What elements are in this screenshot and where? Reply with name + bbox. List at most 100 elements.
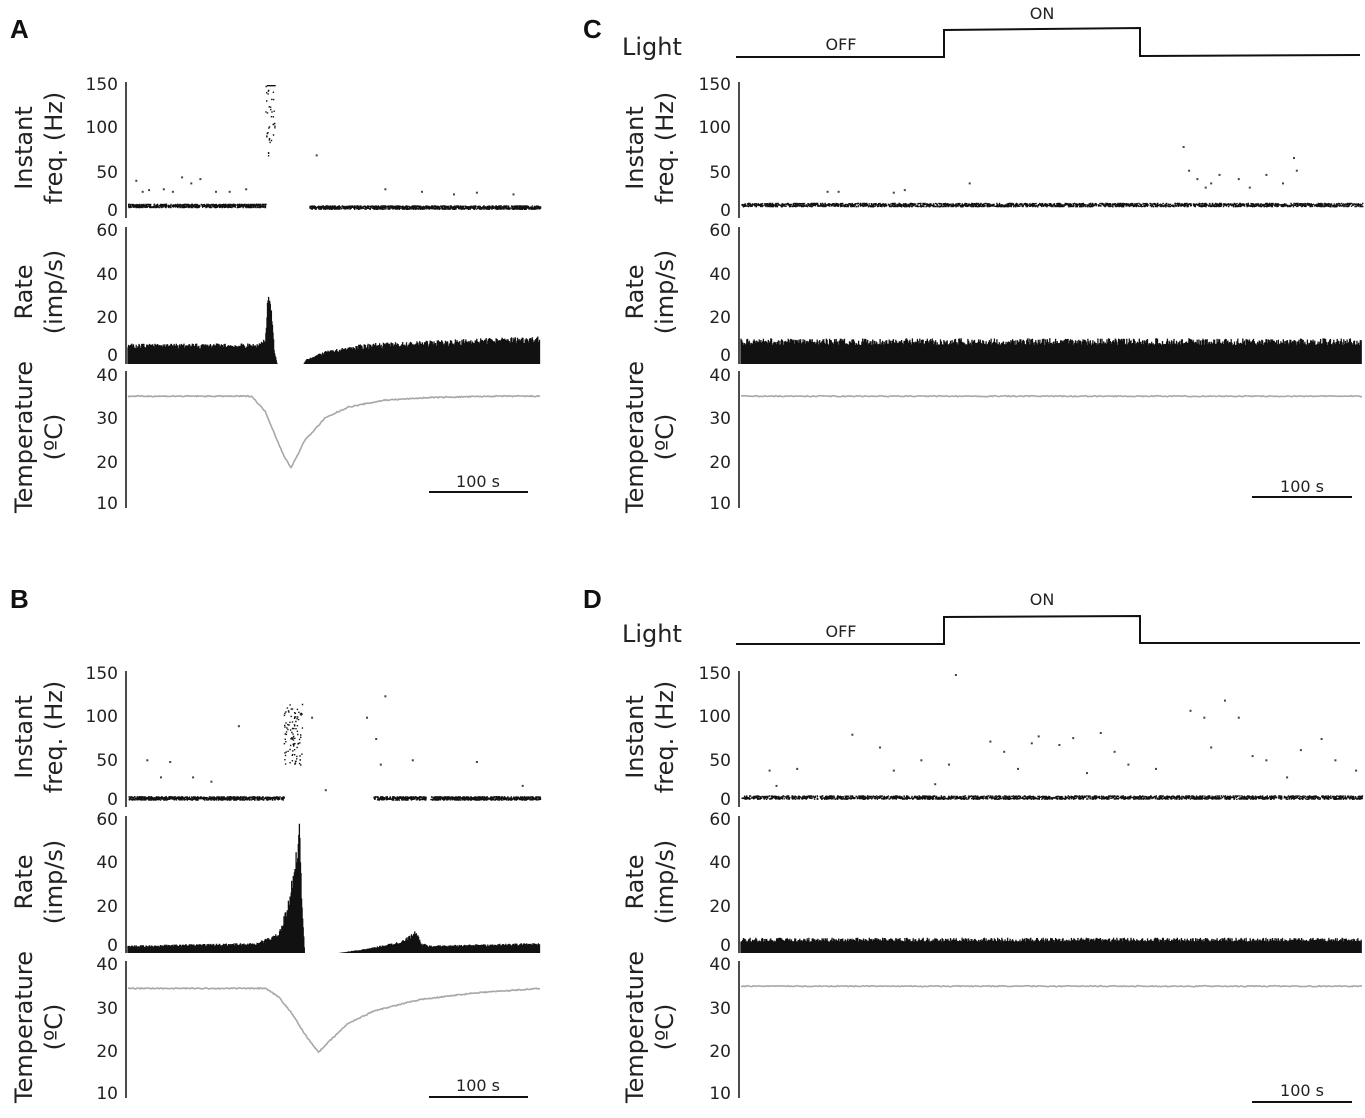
rate-label-line2: (imp/s) xyxy=(651,840,679,925)
rate-ticks: 0 20 40 60 xyxy=(96,810,118,956)
freq-point xyxy=(421,190,423,193)
rate-tick-label: 40 xyxy=(709,853,731,873)
freq-point xyxy=(1355,769,1358,772)
rate-tick-label: 60 xyxy=(709,221,731,241)
freq-point xyxy=(1265,759,1268,762)
freq-point xyxy=(1017,767,1019,770)
freq-point xyxy=(1127,763,1130,766)
rate-tick-label: 40 xyxy=(96,265,118,285)
freq-point xyxy=(1210,746,1213,749)
rate-label-line1: Rate xyxy=(621,854,649,909)
freq-point xyxy=(453,193,455,196)
freq-point xyxy=(375,738,378,740)
rate-histogram xyxy=(740,937,1362,953)
freq-tick-label: 50 xyxy=(96,751,118,771)
freq-point xyxy=(141,190,144,193)
panel-letter-d: D xyxy=(583,584,602,614)
freq-tick-label: 0 xyxy=(720,790,731,810)
freq-point xyxy=(181,176,184,179)
temperature-trace xyxy=(127,986,541,1054)
freq-scatter xyxy=(128,695,542,801)
freq-point xyxy=(1182,146,1185,148)
light-on-label: ON xyxy=(1030,4,1055,23)
temp-tick-label: 20 xyxy=(96,1042,118,1062)
freq-point xyxy=(1189,709,1192,712)
freq-dot-cluster xyxy=(128,796,285,801)
rate-label-line2: (imp/s) xyxy=(40,250,68,335)
freq-label-line2: freq. (Hz) xyxy=(40,681,68,793)
freq-point xyxy=(475,191,478,194)
freq-point xyxy=(1086,772,1088,775)
freq-point xyxy=(210,780,213,783)
freq-point xyxy=(1334,759,1337,762)
rate-tick-label: 20 xyxy=(709,308,731,328)
freq-point xyxy=(146,759,149,762)
panel-a-data xyxy=(127,85,542,469)
temp-tick-label: 10 xyxy=(96,494,118,514)
freq-point xyxy=(1248,186,1251,189)
rate-tick-label: 40 xyxy=(96,853,118,873)
freq-point xyxy=(411,759,414,762)
freq-point xyxy=(1218,173,1221,176)
rate-ticks: 0 20 40 60 xyxy=(709,221,731,366)
freq-tick-label: 0 xyxy=(107,201,118,221)
panel-letter-a: A xyxy=(10,14,29,44)
freq-label-line2: freq. (Hz) xyxy=(40,92,68,204)
freq-point xyxy=(948,763,950,766)
temp-tick-label: 30 xyxy=(709,999,731,1019)
freq-point xyxy=(521,784,524,787)
rate-histogram xyxy=(740,338,1362,364)
freq-point xyxy=(1210,182,1213,185)
rate-label-line1: Rate xyxy=(10,854,38,909)
freq-label-line2: freq. (Hz) xyxy=(651,681,679,793)
freq-point xyxy=(775,784,778,787)
temp-tick-label: 40 xyxy=(709,366,731,386)
freq-point xyxy=(1320,738,1323,740)
temp-label-line1: Temperature xyxy=(10,951,38,1104)
freq-label-line1: Instant xyxy=(10,695,38,779)
rate-tick-label: 60 xyxy=(96,810,118,830)
freq-point xyxy=(384,695,387,698)
rate-ticks: 0 20 40 60 xyxy=(709,810,731,956)
temp-ticks: 10 20 30 40 xyxy=(96,955,118,1104)
panel-d: D Light OFF ON Instant freq. (Hz) Rate (… xyxy=(583,584,1364,1104)
panel-c-data xyxy=(740,146,1364,398)
freq-point xyxy=(1155,767,1157,770)
freq-tick-label: 150 xyxy=(699,75,731,95)
rate-tick-label: 60 xyxy=(96,221,118,241)
freq-dot-cluster xyxy=(309,205,542,210)
freq-point xyxy=(171,190,174,193)
freq-tick-label: 150 xyxy=(86,664,118,684)
temp-tick-label: 40 xyxy=(96,366,118,386)
rate-tick-label: 40 xyxy=(709,265,731,285)
freq-scatter xyxy=(741,674,1364,800)
freq-tick-label: 0 xyxy=(720,201,731,221)
freq-scatter xyxy=(741,146,1364,208)
panel-a: A Instant freq. (Hz) Rate (imp/s) Temper… xyxy=(10,14,542,514)
freq-point xyxy=(968,182,971,185)
freq-point xyxy=(1037,735,1040,738)
temp-tick-label: 30 xyxy=(96,999,118,1019)
rate-label-line1: Rate xyxy=(621,264,649,319)
freq-point xyxy=(311,716,314,719)
temp-tick-label: 30 xyxy=(96,409,118,429)
temp-tick-label: 20 xyxy=(709,1042,731,1062)
freq-point xyxy=(934,783,937,786)
rate-histogram xyxy=(127,296,541,364)
temp-ticks: 10 20 30 40 xyxy=(96,366,118,514)
scale-bar-label: 100 s xyxy=(456,472,500,491)
temp-label-line2: (ºC) xyxy=(40,1004,68,1051)
freq-point xyxy=(1286,776,1289,779)
freq-tick-label: 50 xyxy=(709,163,731,183)
rate-ticks: 0 20 40 60 xyxy=(96,221,118,366)
freq-dot-cluster xyxy=(373,796,427,801)
temperature-trace xyxy=(740,984,1363,988)
freq-dot-cluster xyxy=(430,796,542,801)
freq-point xyxy=(192,776,195,779)
light-label: Light xyxy=(622,33,682,61)
rate-tick-label: 20 xyxy=(96,308,118,328)
freq-ticks: 0 50 100 150 xyxy=(699,664,731,810)
freq-ticks: 0 50 100 150 xyxy=(86,664,118,810)
freq-point xyxy=(920,759,923,762)
temp-label-line2: (ºC) xyxy=(651,414,679,461)
